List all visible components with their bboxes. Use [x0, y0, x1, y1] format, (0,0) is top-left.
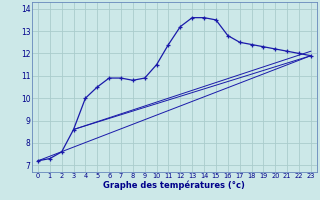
X-axis label: Graphe des températures (°c): Graphe des températures (°c) [103, 180, 245, 190]
